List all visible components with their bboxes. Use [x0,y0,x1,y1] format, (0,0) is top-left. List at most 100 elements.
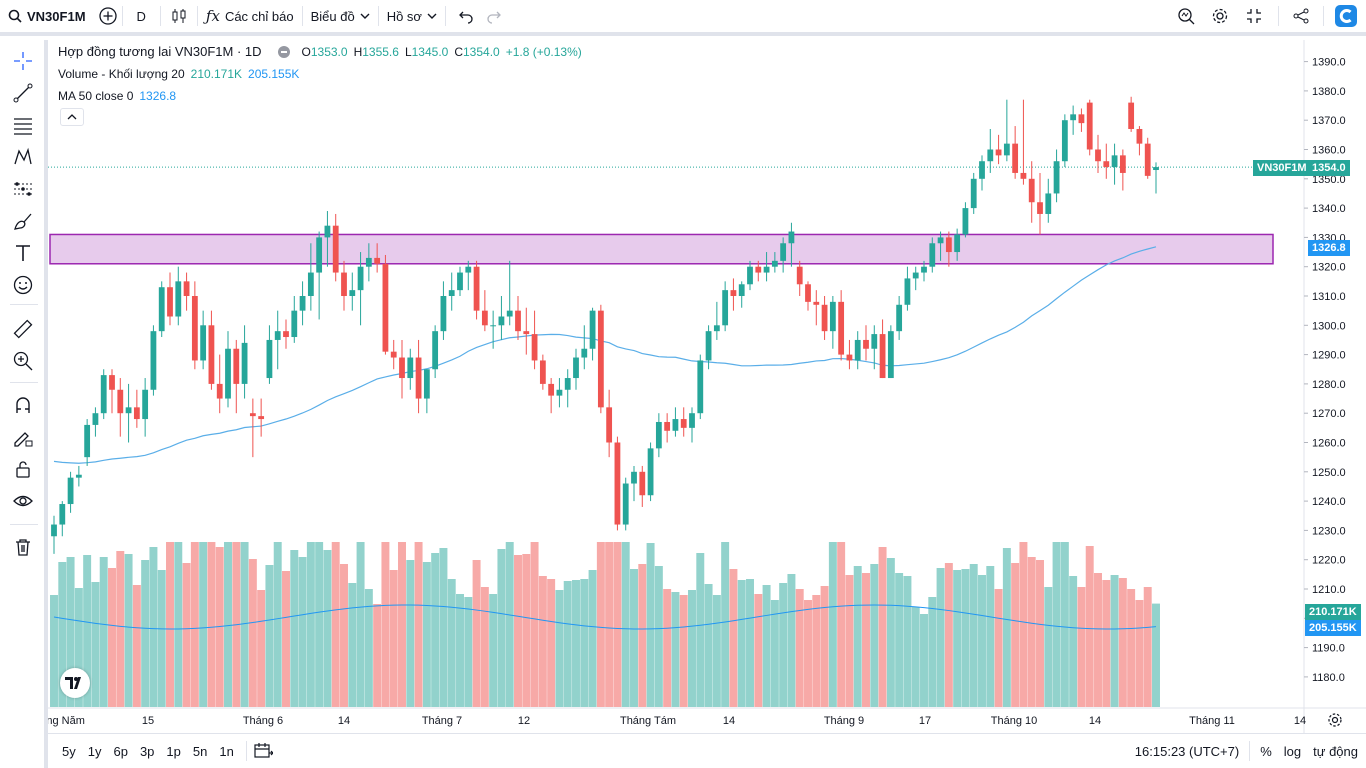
range-1y[interactable]: 1y [87,743,102,759]
tradingview-logo[interactable] [60,668,90,698]
candle-body [962,208,969,235]
volume-bar [190,542,199,707]
y-tick-label: 1210.0 [1312,584,1346,596]
candle-body [697,360,704,414]
candle-body [722,290,729,326]
candle-body [100,375,107,414]
delete-tool[interactable] [10,534,36,560]
brush-tool[interactable] [10,208,36,234]
ma-legend[interactable]: MA 50 close 0 1326.8 [58,89,176,103]
x-tick-label: 14 [1294,715,1306,727]
candle-body [829,301,836,332]
chart-type-dropdown[interactable]: Biểu đồ [303,0,378,32]
chart-style-button[interactable] [165,2,193,30]
percent-toggle[interactable]: % [1260,743,1272,759]
log-toggle[interactable]: log [1283,743,1302,759]
go-to-date-button[interactable] [253,741,274,761]
volume-ma-scale-label: 205.155K [1305,620,1361,636]
volume-legend[interactable]: Volume - Khối lượng 20 210.171K 205.155K [58,67,299,81]
y-tick-label: 1320.0 [1312,262,1346,274]
fib-tool[interactable] [10,112,36,138]
compare-symbol-button[interactable] [94,2,122,30]
candle-body [357,266,364,291]
pattern-tool[interactable] [10,144,36,170]
symbol-search[interactable]: VN30F1M [0,0,94,32]
low-value: 1345.0 [411,44,449,59]
volume-bar [737,580,746,707]
profile-dropdown[interactable]: Hồ sơ [379,0,445,32]
volume-bar [605,542,614,707]
trendline-tool[interactable] [10,80,36,106]
candle-body [75,474,82,478]
share-button[interactable] [1287,2,1315,30]
redo-button[interactable] [480,2,508,30]
volume-bar [770,600,779,707]
auto-scale-toggle[interactable]: tự động [1313,743,1358,759]
candle-body [365,257,372,267]
volume-bar [555,590,564,707]
clock-timezone[interactable]: 16:15:23 (UTC+7) [1134,743,1240,759]
settings-button[interactable] [1206,2,1234,30]
range-1d[interactable]: 1n [219,743,234,759]
undo-button[interactable] [452,2,480,30]
volume-bar [290,550,299,707]
fullscreen-button[interactable] [1240,2,1268,30]
volume-scale-label: 210.171K [1305,604,1361,620]
candle-body [1153,167,1159,171]
range-5y[interactable]: 5y [62,743,76,759]
volume-bar [762,585,771,707]
text-tool[interactable] [10,240,36,266]
collapse-legend-button[interactable] [60,108,84,126]
candle-body [854,339,861,361]
indicators-button[interactable]: ƒx Các chỉ báo [198,0,302,32]
candle-body [481,310,488,326]
candle-body [1103,161,1110,168]
emoji-tool[interactable] [10,272,36,298]
y-tick-label: 1260.0 [1312,438,1346,450]
candle-body [780,243,787,261]
prediction-tool[interactable] [10,176,36,202]
magnet-tool[interactable] [10,392,36,418]
candle-body [150,331,157,390]
price-chart[interactable]: 1390.01380.01370.01360.01350.01340.01330… [48,40,1366,733]
crosshair-tool[interactable] [10,48,36,74]
candle-body [84,424,91,458]
ohlc-open: O1353.0 [302,45,348,59]
visibility-tool[interactable] [10,488,36,514]
volume-bar [514,555,522,707]
main-legend: Hợp đồng tương lai VN30F1M · 1D O1353.0 … [58,44,582,59]
drawing-toolbar [0,40,48,768]
range-6m[interactable]: 6p [113,743,128,759]
x-tick-label: Tháng 6 [243,715,283,727]
volume-bar [712,595,721,707]
volume-bar [50,595,58,707]
volume-bar [820,586,829,707]
volume-bar [538,576,547,707]
brand-logo[interactable] [1332,2,1360,30]
candle-body [473,266,480,311]
volume-bar [240,542,249,707]
candle-body [299,296,306,311]
volume-bar [505,542,514,707]
lock-tool[interactable] [10,456,36,482]
volume-bar [878,547,887,707]
candle-body [647,448,654,496]
time-axis-settings-button[interactable] [1326,711,1344,729]
volume-bar [1102,580,1111,707]
quick-search-button[interactable] [1172,2,1200,30]
range-3m[interactable]: 3p [139,743,155,759]
ma50-line [53,246,1157,464]
candle-body [1086,102,1093,150]
interval-button[interactable]: D [123,0,160,32]
volume-bar [422,562,431,707]
stay-drawing-tool[interactable] [10,424,36,450]
range-5d[interactable]: 5n [192,743,208,759]
zoom-tool[interactable] [10,348,36,374]
candle-body [1037,202,1043,214]
candle-body [498,316,505,326]
y-tick-label: 1360.0 [1312,145,1346,157]
volume-bar [563,581,572,707]
volume-bar [58,562,67,707]
ruler-tool[interactable] [10,316,36,342]
range-1m[interactable]: 1p [166,743,181,759]
